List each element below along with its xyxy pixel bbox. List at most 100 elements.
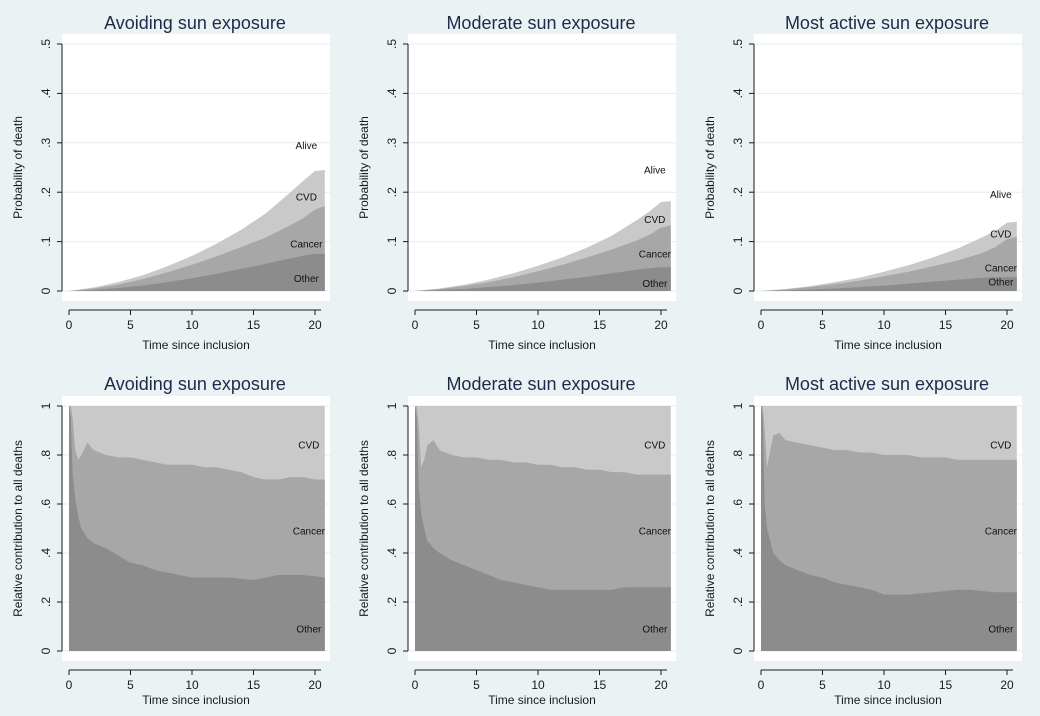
x-tick-label: 15: [939, 318, 953, 332]
y-tick-label: .4: [39, 548, 53, 558]
x-tick-label: 20: [654, 678, 668, 692]
y-tick-label: .2: [39, 597, 53, 607]
y-tick-label: .5: [39, 39, 53, 49]
y-axis-label: Relative contribution to all deaths: [357, 440, 371, 617]
x-tick-label: 0: [66, 678, 73, 692]
y-tick-label: .6: [39, 499, 53, 509]
y-tick-label: 0: [385, 647, 399, 654]
annotation-cancer: Cancer: [290, 240, 323, 251]
y-tick-label: .2: [39, 187, 53, 197]
x-tick-label: 0: [758, 318, 765, 332]
x-tick-label: 10: [877, 678, 891, 692]
x-tick-label: 15: [593, 318, 607, 332]
x-tick-label: 15: [939, 678, 953, 692]
x-tick-label: 20: [308, 678, 322, 692]
annotation-cancer: Cancer: [639, 526, 672, 537]
y-axis-label: Probability of death: [703, 116, 717, 219]
y-tick-label: .4: [385, 88, 399, 98]
y-tick-label: .4: [39, 88, 53, 98]
annotation-cvd: CVD: [644, 215, 665, 226]
y-tick-label: .6: [385, 499, 399, 509]
chart-panel-1: 0 .1 .2 .3 .4 .5 0 5 10 15 20 Avoiding sun exposure…: [11, 13, 330, 352]
x-tick-label: 10: [185, 318, 199, 332]
annotation-other: Other: [296, 624, 322, 635]
y-tick-label: .5: [731, 39, 745, 49]
x-tick-label: 5: [473, 318, 480, 332]
x-tick-label: 20: [654, 318, 668, 332]
y-tick-label: .3: [385, 137, 399, 147]
chart-title: Avoiding sun exposure: [104, 13, 286, 33]
annotation-other: Other: [988, 278, 1014, 289]
chart-title: Moderate sun exposure: [446, 13, 635, 33]
y-tick-label: .4: [731, 88, 745, 98]
y-tick-label: .1: [385, 236, 399, 246]
annotation-alive: Alive: [296, 141, 318, 152]
area-other: [415, 267, 671, 291]
area-other: [761, 277, 1017, 291]
x-tick-label: 0: [412, 318, 419, 332]
x-tick-label: 5: [473, 678, 480, 692]
y-tick-label: .4: [731, 548, 745, 558]
x-tick-label: 0: [66, 318, 73, 332]
annotation-cvd: CVD: [298, 441, 319, 452]
annotation-alive: Alive: [990, 190, 1012, 201]
y-tick-label: .3: [731, 137, 745, 147]
x-tick-label: 5: [127, 678, 134, 692]
y-axis-label: Relative contribution to all deaths: [703, 440, 717, 617]
y-axis-label: Relative contribution to all deaths: [11, 440, 25, 617]
annotation-other: Other: [294, 274, 320, 285]
annotation-cvd: CVD: [990, 441, 1011, 452]
annotation-alive: Alive: [644, 165, 666, 176]
y-tick-label: 0: [731, 287, 745, 294]
annotation-cancer: Cancer: [639, 249, 672, 260]
chart-title: Avoiding sun exposure: [104, 374, 286, 394]
y-tick-label: 0: [731, 647, 745, 654]
x-tick-label: 10: [877, 318, 891, 332]
annotation-other: Other: [642, 279, 668, 290]
y-tick-label: .3: [39, 137, 53, 147]
annotation-cancer: Cancer: [293, 526, 326, 537]
annotation-other: Other: [988, 624, 1014, 635]
annotation-cvd: CVD: [644, 441, 665, 452]
y-tick-label: 0: [39, 287, 53, 294]
y-tick-label: 0: [385, 287, 399, 294]
x-tick-label: 0: [412, 678, 419, 692]
area-other: [761, 406, 1017, 651]
x-tick-label: 5: [819, 678, 826, 692]
x-axis-label: Time since inclusion: [488, 338, 596, 352]
x-tick-label: 20: [308, 318, 322, 332]
annotation-cancer: Cancer: [985, 526, 1018, 537]
annotation-cvd: CVD: [990, 230, 1011, 241]
chart-title: Most active sun exposure: [785, 374, 989, 394]
chart-title: Most active sun exposure: [785, 13, 989, 33]
y-tick-label: 1: [39, 402, 53, 409]
annotation-cancer: Cancer: [985, 263, 1018, 274]
y-tick-label: .8: [39, 450, 53, 460]
x-axis-label: Time since inclusion: [142, 338, 250, 352]
chart-panel-3: 0 .1 .2 .3 .4 .5 0 5 10 15 20 Most active sun expos…: [703, 13, 1022, 352]
y-tick-label: .8: [385, 450, 399, 460]
y-tick-label: .8: [731, 450, 745, 460]
y-tick-label: 0: [39, 647, 53, 654]
chart-panel-2: 0 .1 .2 .3 .4 .5 0 5 10 15 20 Moderate sun exposure…: [357, 13, 676, 352]
y-tick-label: 1: [385, 402, 399, 409]
x-tick-label: 10: [531, 678, 545, 692]
x-axis-label: Time since inclusion: [142, 693, 250, 707]
x-tick-label: 15: [247, 678, 261, 692]
annotation-other: Other: [642, 624, 668, 635]
y-tick-label: .2: [385, 597, 399, 607]
x-tick-label: 5: [127, 318, 134, 332]
y-tick-label: .1: [39, 236, 53, 246]
x-tick-label: 10: [531, 318, 545, 332]
y-tick-label: .5: [385, 39, 399, 49]
y-tick-label: .4: [385, 548, 399, 558]
y-axis-label: Probability of death: [357, 116, 371, 219]
area-other: [69, 253, 325, 291]
x-tick-label: 5: [819, 318, 826, 332]
area-other: [69, 406, 325, 651]
x-tick-label: 0: [758, 678, 765, 692]
y-axis-label: Probability of death: [11, 116, 25, 219]
